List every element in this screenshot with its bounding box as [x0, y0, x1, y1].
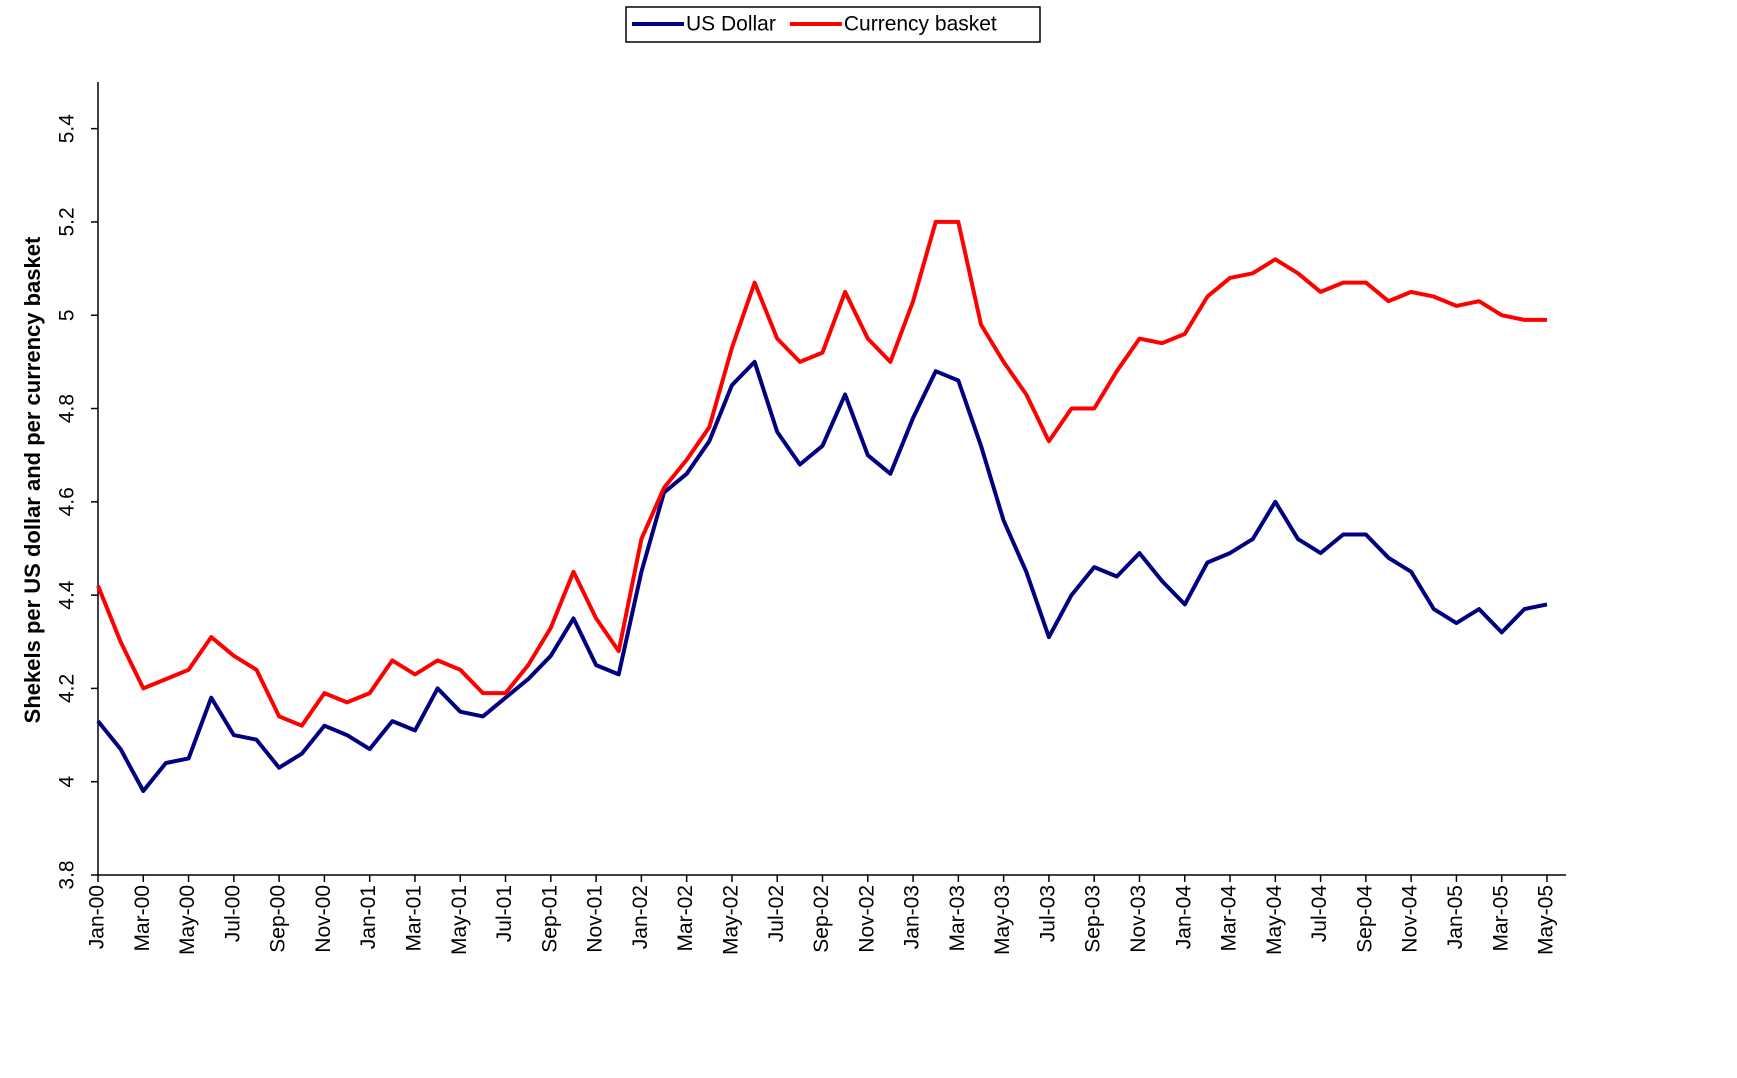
- x-tick-label: Mar-05: [1489, 885, 1512, 952]
- x-tick-label: May-00: [176, 885, 199, 955]
- x-tick-label: Jan-04: [1172, 885, 1195, 950]
- series-line: [96, 359, 1548, 793]
- x-tick-label: Nov-02: [855, 885, 878, 953]
- y-axis-title: Shekels per US dollar and per currency b…: [20, 236, 45, 723]
- x-tick-label: Sep-04: [1353, 885, 1376, 953]
- x-tick-label: Jan-00: [86, 885, 109, 949]
- x-tick-label: May-05: [1535, 885, 1558, 955]
- x-tick-label: Jul-03: [1036, 885, 1059, 942]
- y-tick-label: 4.2: [56, 674, 79, 703]
- y-tick-label: 5: [56, 309, 79, 321]
- x-tick-label: Nov-00: [312, 885, 335, 953]
- x-tick-label: Sep-03: [1082, 885, 1105, 953]
- y-tick-label: 3.8: [56, 860, 79, 889]
- x-tick-label: May-03: [991, 885, 1014, 955]
- y-tick-label: 4.8: [56, 394, 79, 423]
- x-tick-label: Jan-02: [629, 885, 652, 949]
- x-tick-label: Mar-03: [946, 885, 969, 952]
- x-tick-label: Jul-00: [221, 885, 244, 942]
- x-tick-label: Jan-01: [357, 885, 380, 949]
- x-tick-label: May-02: [719, 885, 742, 955]
- x-tick-label: Nov-04: [1399, 885, 1422, 953]
- y-tick-label: 4.4: [56, 580, 79, 610]
- x-tick-label: Mar-02: [674, 885, 697, 952]
- x-tick-label: Nov-03: [1127, 885, 1150, 953]
- y-tick-label: 4: [56, 776, 79, 788]
- x-tick-label: Mar-04: [1218, 885, 1241, 952]
- y-tick-label: 5.2: [56, 207, 79, 236]
- x-tick-label: Jan-05: [1444, 885, 1467, 949]
- x-tick-label: May-04: [1263, 885, 1286, 955]
- x-tick-label: Mar-01: [403, 885, 426, 952]
- legend-label: US Dollar: [686, 13, 776, 36]
- x-tick-label: Sep-02: [810, 885, 833, 953]
- x-tick-label: Jul-04: [1308, 885, 1331, 943]
- x-tick-label: Jan-03: [901, 885, 924, 949]
- x-tick-label: May-01: [448, 885, 471, 955]
- x-tick-label: Sep-01: [538, 885, 561, 953]
- x-tick-label: Jul-01: [493, 885, 516, 942]
- x-tick-label: Sep-00: [267, 885, 290, 953]
- x-tick-label: Mar-00: [131, 885, 154, 952]
- series-line: [96, 219, 1547, 728]
- x-tick-label: Nov-01: [584, 885, 607, 953]
- y-tick-label: 4.6: [56, 487, 79, 516]
- y-tick-label: 5.4: [56, 114, 79, 144]
- x-tick-label: Jul-02: [765, 885, 788, 942]
- legend-label: Currency basket: [844, 13, 997, 36]
